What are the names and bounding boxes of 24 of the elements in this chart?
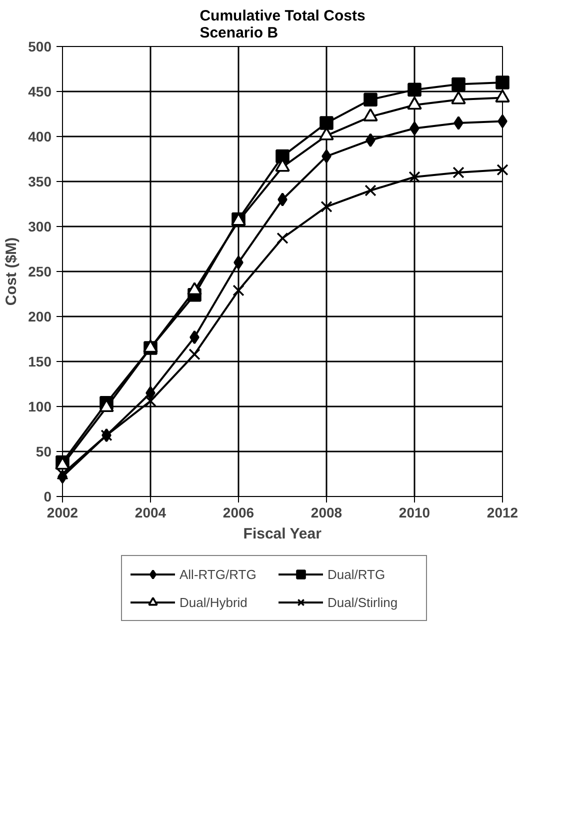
y-tick-label: 150 [28,354,52,370]
y-tick-label: 250 [28,264,52,280]
x-tick-label: 2004 [134,504,166,520]
legend-label: All-RTG/RTG [180,566,258,582]
legend-label: Dual/Stirling [328,594,399,610]
y-tick-label: 450 [28,84,52,100]
y-tick-label: 100 [28,398,52,414]
y-tick-label: 400 [28,128,52,144]
y-axis-title: Cost ($M) [3,237,20,306]
x-axis-title: Fiscal Year [243,526,322,542]
x-tick-label: 2002 [46,504,78,520]
legend-label: Dual/Hybrid [180,594,248,610]
legend-label: Dual/RTG [328,566,386,582]
y-tick-label: 0 [44,488,52,504]
y-tick-label: 300 [28,218,52,234]
x-tick-label: 2008 [310,504,342,520]
y-tick-label: 350 [28,174,52,190]
x-tick-label: 2010 [398,504,430,520]
chart-title: Cumulative Total Costs Scenario B [200,8,366,42]
x-tick-label: 2006 [222,504,254,520]
y-tick-label: 500 [28,38,52,54]
y-tick-label: 50 [36,444,52,460]
y-tick-label: 200 [28,308,52,324]
x-tick-label: 2012 [486,504,518,520]
